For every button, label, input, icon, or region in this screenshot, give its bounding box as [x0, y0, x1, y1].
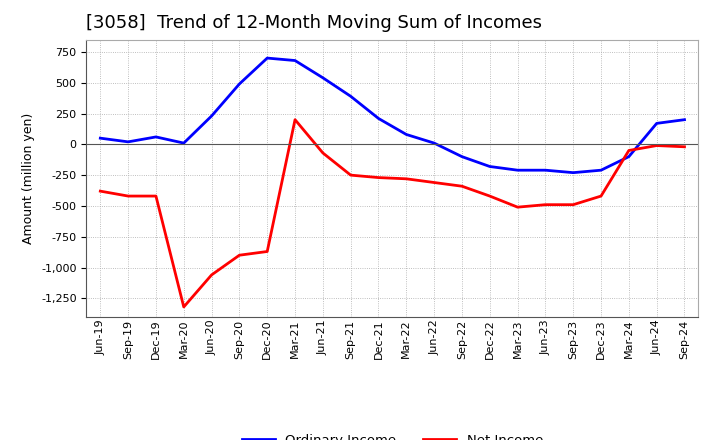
Net Income — [569, 202, 577, 207]
Ordinary Income — [96, 136, 104, 141]
Ordinary Income — [346, 94, 355, 99]
Line: Net Income: Net Income — [100, 120, 685, 307]
Net Income — [402, 176, 410, 181]
Ordinary Income — [235, 81, 243, 87]
Ordinary Income — [458, 154, 467, 159]
Net Income — [680, 144, 689, 150]
Ordinary Income — [207, 114, 216, 119]
Ordinary Income — [263, 55, 271, 61]
Net Income — [179, 304, 188, 310]
Net Income — [96, 188, 104, 194]
Ordinary Income — [597, 168, 606, 173]
Net Income — [124, 194, 132, 199]
Ordinary Income — [485, 164, 494, 169]
Legend: Ordinary Income, Net Income: Ordinary Income, Net Income — [237, 429, 548, 440]
Net Income — [346, 172, 355, 178]
Line: Ordinary Income: Ordinary Income — [100, 58, 685, 172]
Net Income — [513, 205, 522, 210]
Net Income — [291, 117, 300, 122]
Ordinary Income — [402, 132, 410, 137]
Ordinary Income — [513, 168, 522, 173]
Net Income — [624, 148, 633, 153]
Text: [3058]  Trend of 12-Month Moving Sum of Incomes: [3058] Trend of 12-Month Moving Sum of I… — [86, 15, 542, 33]
Net Income — [597, 194, 606, 199]
Ordinary Income — [124, 139, 132, 144]
Ordinary Income — [152, 134, 161, 139]
Net Income — [374, 175, 383, 180]
Ordinary Income — [318, 75, 327, 81]
Y-axis label: Amount (million yen): Amount (million yen) — [22, 113, 35, 244]
Ordinary Income — [291, 58, 300, 63]
Ordinary Income — [569, 170, 577, 175]
Net Income — [318, 150, 327, 156]
Ordinary Income — [652, 121, 661, 126]
Net Income — [207, 272, 216, 278]
Ordinary Income — [374, 116, 383, 121]
Ordinary Income — [179, 140, 188, 146]
Ordinary Income — [680, 117, 689, 122]
Net Income — [235, 253, 243, 258]
Net Income — [430, 180, 438, 185]
Net Income — [652, 143, 661, 148]
Net Income — [485, 194, 494, 199]
Ordinary Income — [430, 140, 438, 146]
Ordinary Income — [541, 168, 550, 173]
Net Income — [458, 183, 467, 189]
Net Income — [152, 194, 161, 199]
Net Income — [263, 249, 271, 254]
Ordinary Income — [624, 154, 633, 159]
Net Income — [541, 202, 550, 207]
